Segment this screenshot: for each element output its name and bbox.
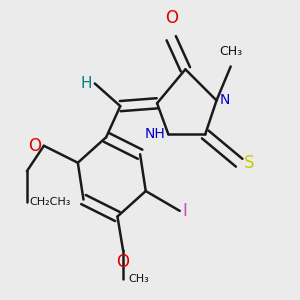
Text: H: H xyxy=(80,76,92,91)
Text: I: I xyxy=(183,202,188,220)
Text: CH₃: CH₃ xyxy=(129,274,149,284)
Text: O: O xyxy=(28,137,41,155)
Text: NH: NH xyxy=(145,128,166,141)
Text: S: S xyxy=(243,154,254,172)
Text: CH₂CH₃: CH₂CH₃ xyxy=(30,197,71,207)
Text: CH₃: CH₃ xyxy=(219,45,242,58)
Text: O: O xyxy=(117,253,130,271)
Text: O: O xyxy=(165,9,178,27)
Text: N: N xyxy=(219,94,230,107)
